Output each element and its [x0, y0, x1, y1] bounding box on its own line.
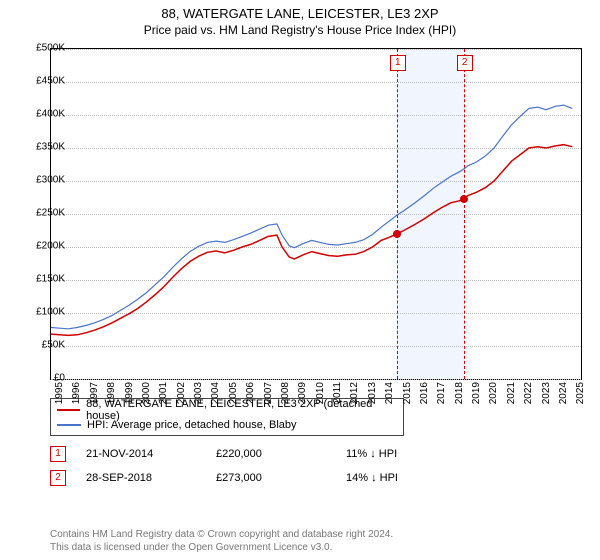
x-axis-label: 2006	[245, 382, 256, 422]
x-axis-label: 2021	[506, 382, 517, 422]
x-axis-label: 2019	[471, 382, 482, 422]
x-axis-label: 2014	[384, 382, 395, 422]
x-axis-label: 2018	[454, 382, 465, 422]
y-axis-label: £500K	[36, 43, 65, 54]
x-axis-label: 1998	[106, 382, 117, 422]
footer-line: Contains HM Land Registry data © Crown c…	[50, 528, 393, 541]
y-axis-label: £150K	[36, 274, 65, 285]
chart-title: 88, WATERGATE LANE, LEICESTER, LE3 2XP	[0, 0, 600, 21]
x-axis-label: 2013	[367, 382, 378, 422]
x-axis-label: 2012	[349, 382, 360, 422]
x-axis-label: 2017	[436, 382, 447, 422]
sale-marker-box: 1	[50, 446, 66, 462]
y-axis-label: £400K	[36, 109, 65, 120]
x-axis-label: 2007	[263, 382, 274, 422]
x-axis-label: 2009	[297, 382, 308, 422]
footer-line: This data is licensed under the Open Gov…	[50, 541, 393, 554]
x-axis-label: 1996	[71, 382, 82, 422]
x-axis-label: 2016	[419, 382, 430, 422]
sale-record-row: 1 21-NOV-2014 £220,000 11% ↓ HPI	[50, 446, 570, 462]
x-axis-label: 2022	[523, 382, 534, 422]
attribution-footer: Contains HM Land Registry data © Crown c…	[50, 528, 393, 554]
x-axis-label: 2001	[158, 382, 169, 422]
x-axis-label: 2023	[541, 382, 552, 422]
y-axis-label: £300K	[36, 175, 65, 186]
x-axis-label: 2011	[332, 382, 343, 422]
sale-record-row: 2 28-SEP-2018 £273,000 14% ↓ HPI	[50, 470, 570, 486]
x-axis-label: 1999	[124, 382, 135, 422]
x-axis-label: 2004	[210, 382, 221, 422]
x-axis-label: 1995	[54, 382, 65, 422]
y-axis-label: £350K	[36, 142, 65, 153]
sale-price: £273,000	[216, 472, 346, 484]
chart-subtitle: Price paid vs. HM Land Registry's House …	[0, 21, 600, 39]
x-axis-label: 1997	[89, 382, 100, 422]
sale-price: £220,000	[216, 448, 346, 460]
y-axis-label: £50K	[42, 340, 65, 351]
x-axis-label: 2005	[228, 382, 239, 422]
price-chart: 12	[50, 48, 582, 380]
x-axis-label: 2002	[176, 382, 187, 422]
y-axis-label: £200K	[36, 241, 65, 252]
x-axis-label: 2020	[488, 382, 499, 422]
x-axis-label: 2024	[558, 382, 569, 422]
sale-marker-box: 2	[50, 470, 66, 486]
legend-swatch	[57, 424, 81, 426]
y-axis-label: £100K	[36, 307, 65, 318]
x-axis-label: 2025	[575, 382, 586, 422]
sale-delta: 11% ↓ HPI	[346, 448, 476, 460]
sale-delta: 14% ↓ HPI	[346, 472, 476, 484]
sale-date: 28-SEP-2018	[86, 472, 216, 484]
x-axis-label: 2015	[402, 382, 413, 422]
y-axis-label: £250K	[36, 208, 65, 219]
x-axis-label: 2008	[280, 382, 291, 422]
x-axis-label: 2000	[141, 382, 152, 422]
sale-date: 21-NOV-2014	[86, 448, 216, 460]
x-axis-label: 2010	[315, 382, 326, 422]
x-axis-label: 2003	[193, 382, 204, 422]
y-axis-label: £450K	[36, 76, 65, 87]
